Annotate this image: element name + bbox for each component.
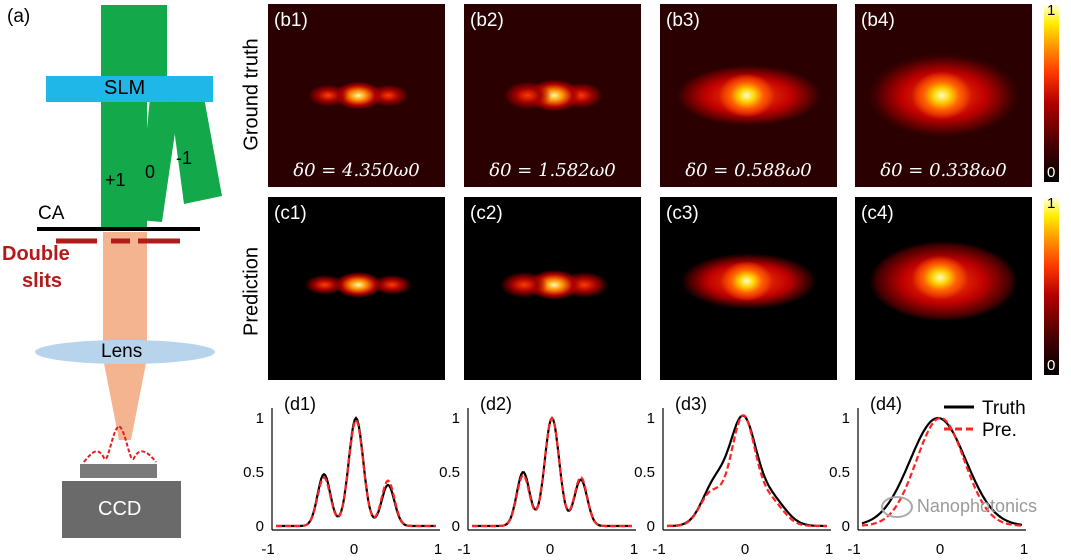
colorbar-bottom-max-label: 1 — [1047, 195, 1056, 212]
interference-profile — [83, 424, 157, 463]
colorbar-bottom — [1044, 198, 1059, 375]
lens-shape — [35, 340, 215, 364]
order-0-label: 0 — [145, 162, 156, 182]
order-minus1-label: -1 — [176, 148, 193, 168]
ca-label: CA — [38, 203, 65, 224]
panel-a-label: (a) — [7, 6, 31, 27]
y-tick-label: 1 — [256, 410, 264, 427]
colorbar-top-max-label: 1 — [1047, 2, 1056, 19]
double-slits-label-line2: slits — [22, 270, 63, 292]
profile-plot-2: 1 0.5 0 -1 0 1 (d2) — [439, 394, 638, 558]
slm-plate — [46, 76, 213, 102]
legend-lines — [944, 405, 974, 431]
setup-schematic — [35, 5, 222, 538]
colorbar-bottom-min-label: 0 — [1047, 357, 1056, 374]
x-tick-label: 0 — [546, 541, 554, 558]
image-c3: (c3) — [660, 197, 837, 380]
delta-b2: δ0 = 1.582ω0 — [489, 160, 616, 181]
truth-curve — [472, 416, 632, 528]
x-tick-label: 1 — [630, 541, 638, 558]
panel-tag-b4: (b4) — [861, 10, 895, 31]
plot-tag: (d3) — [675, 394, 707, 414]
image-c1: (c1) — [268, 197, 445, 380]
watermark-icon — [880, 496, 913, 518]
pred-curve — [667, 414, 827, 528]
y-tick-label: 0 — [452, 518, 460, 535]
image-c2: (c2) — [464, 197, 641, 380]
image-b1: (b1) δ0 = 4.350ω0 — [268, 4, 445, 187]
delta-b1: δ0 = 4.350ω0 — [293, 160, 420, 181]
legend-pred-label: Pre. — [982, 420, 1017, 441]
legend-truth-label: Truth — [982, 398, 1026, 419]
panel-tag-b2: (b2) — [470, 10, 504, 31]
y-tick-label: 1 — [647, 410, 655, 427]
y-tick-label: 1 — [842, 410, 850, 427]
x-tick-label: 1 — [434, 541, 442, 558]
panel-tag-c4: (c4) — [861, 203, 894, 224]
profile-plot-1: 1 0.5 0 -1 0 1 (d1) — [243, 394, 442, 558]
image-b4: (b4) δ0 = 0.338ω0 — [855, 4, 1032, 187]
panel-tag-c1: (c1) — [274, 203, 307, 224]
y-tick-label: 0.5 — [243, 464, 264, 481]
x-tick-label: -1 — [261, 541, 274, 558]
panel-tag-c2: (c2) — [470, 203, 503, 224]
detector-plate — [80, 464, 157, 478]
delta-b4: δ0 = 0.338ω0 — [880, 160, 1007, 181]
profile-plots: 10.50-1 0 1(d1)10.50-1 0 1(d2)10.50-1 0 1(d3)1… — [243, 394, 1028, 558]
x-tick-label: 0 — [350, 541, 358, 558]
x-tick-label: -1 — [457, 541, 470, 558]
y-tick-label: 0 — [842, 518, 850, 535]
image-c4: (c4) — [855, 197, 1032, 380]
order-0-beam — [138, 98, 180, 222]
y-tick-label: 0.5 — [829, 464, 850, 481]
x-tick-label: -1 — [847, 541, 860, 558]
y-tick-label: 0 — [647, 518, 655, 535]
image-b2: (b2) δ0 = 1.582ω0 — [464, 4, 641, 187]
slm-label: SLM — [104, 77, 146, 99]
panel-tag-b3: (b3) — [666, 10, 700, 31]
x-tick-label: 0 — [936, 541, 944, 558]
x-tick-label: 1 — [1020, 541, 1028, 558]
ccd-box — [62, 481, 181, 538]
row-title-ground-truth: Ground truth — [240, 38, 263, 151]
image-b3: (b3) δ0 = 0.588ω0 — [660, 4, 837, 187]
profile-plot-3: 1 0.5 0 -1 0 1 (d3) — [634, 394, 833, 558]
row-title-prediction: Prediction — [240, 247, 263, 336]
y-tick-label: 0.5 — [634, 464, 655, 481]
ccd-label: CCD — [98, 498, 142, 520]
x-tick-label: 1 — [825, 541, 833, 558]
lens-label: Lens — [101, 341, 143, 362]
input-beam — [101, 5, 167, 85]
transmitted-beam — [103, 232, 147, 345]
watermark-text: Nanophotonics — [916, 495, 1037, 516]
order-minus1-beam — [170, 92, 222, 204]
colorbar-top — [1044, 5, 1059, 182]
y-tick-label: 1 — [452, 410, 460, 427]
truth-curve — [666, 414, 827, 528]
panel-tag-b1: (b1) — [274, 10, 308, 31]
delta-b3: δ0 = 0.588ω0 — [685, 160, 812, 181]
watermark: Nanophotonics — [880, 495, 1037, 518]
truth-curve — [276, 416, 436, 528]
plot-tag: (d2) — [480, 394, 512, 414]
pred-curve — [472, 416, 632, 528]
pred-curve — [276, 418, 436, 528]
y-tick-label: 0 — [256, 518, 264, 535]
plot-tag: (d4) — [870, 394, 902, 414]
focused-beam — [103, 358, 147, 440]
colorbar-top-min-label: 0 — [1047, 164, 1056, 181]
plot-tag: (d1) — [284, 394, 316, 414]
panel-tag-c3: (c3) — [666, 203, 699, 224]
x-tick-label: -1 — [652, 541, 665, 558]
x-tick-label: 0 — [741, 541, 749, 558]
order-plus1-label: +1 — [105, 170, 126, 190]
double-slits-label-line1: Double — [2, 243, 70, 265]
y-tick-label: 0.5 — [439, 464, 460, 481]
